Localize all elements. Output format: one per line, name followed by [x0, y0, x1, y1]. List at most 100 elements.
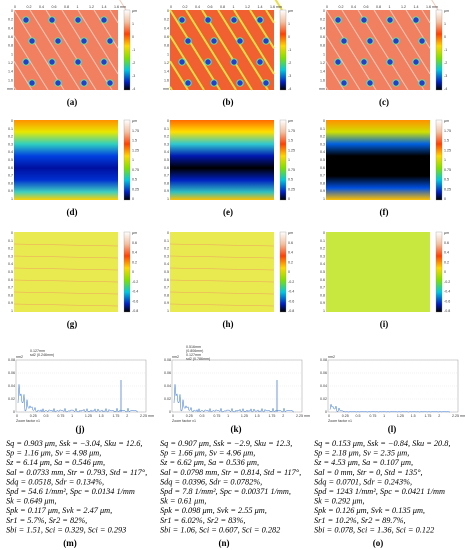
y-tick: 0.8	[164, 181, 169, 185]
dimple	[392, 79, 400, 87]
y-tick: 1.6	[8, 78, 13, 82]
surface-map	[326, 10, 430, 90]
colorbar-tick: 1.25	[444, 148, 451, 152]
dimple	[74, 58, 82, 66]
colorbar-tick: 0.4	[444, 251, 449, 255]
panel-label: (j)	[76, 424, 85, 434]
dimple	[22, 58, 30, 66]
x-tick: 0.8	[64, 5, 69, 9]
parameter-line: Sk = 0.292 μm,	[314, 497, 365, 506]
x-tick: 0	[328, 414, 330, 418]
x-tick: 0.4	[39, 5, 44, 9]
y-tick: 0.08	[8, 358, 15, 362]
colorbar-tick: 0	[288, 35, 290, 39]
colorbar-tick: 1	[132, 22, 134, 26]
scratch	[217, 9, 269, 91]
form-map	[14, 120, 118, 200]
dimple	[28, 37, 36, 45]
dimple	[22, 16, 30, 24]
colorbar	[123, 119, 131, 201]
scratch	[405, 9, 431, 49]
y-tick: 0.4	[320, 26, 325, 30]
dimple	[28, 79, 36, 87]
panel-label: (i)	[380, 319, 389, 329]
x-tick: 0.6	[52, 5, 57, 9]
panel-label: (f)	[380, 207, 389, 217]
y-tick: 0.8	[8, 181, 13, 185]
colorbar-tick: 0.75	[444, 168, 451, 172]
x-tick: 0.75	[369, 414, 376, 418]
parameter-line: Sq = 0.907 μm, Ssk = −2.9, Sku = 12.3,	[160, 439, 292, 448]
scratch	[431, 0, 439, 11]
x-tick: 0	[172, 414, 174, 418]
dimple	[210, 37, 218, 45]
dimple	[256, 16, 264, 24]
dimple	[386, 16, 394, 24]
y-tick: 0.8	[164, 293, 169, 297]
x-tick: 2	[282, 414, 284, 418]
x-tick: 1.5	[411, 414, 416, 418]
y-tick: 0	[323, 119, 325, 123]
x-tick: 1.4	[414, 5, 419, 9]
parameter-line: Spd = 54.6 1/mm², Spc = 0.0134 1/mm	[6, 487, 135, 496]
scratch	[13, 243, 119, 247]
scratch	[169, 9, 221, 91]
x-tick: 0.2	[339, 5, 344, 9]
dimple	[366, 79, 374, 87]
colorbar-tick: 1.75	[444, 129, 451, 133]
y-tick: 0.6	[164, 35, 169, 39]
colorbar-tick: 0.5	[288, 178, 293, 182]
dimple	[54, 37, 62, 45]
colorbar-tick: 0.6	[444, 241, 449, 245]
annotation: 0.127mm	[30, 349, 45, 353]
y-tick: 0.9	[164, 301, 169, 305]
y-tick: 0.2	[320, 135, 325, 139]
y-tick: 0.8	[320, 44, 325, 48]
y-tick: 0.7	[8, 174, 13, 178]
colorbar-tick: -4	[288, 87, 291, 91]
y-tick: 0.8	[320, 181, 325, 185]
y-tick: 1	[323, 309, 325, 313]
y-tick: 0.6	[164, 166, 169, 170]
parameter-line: Sq = 0.153 μm, Ssk = −0.84, Sku = 20.8,	[314, 439, 451, 448]
dimple	[236, 79, 244, 87]
scratch	[13, 35, 49, 91]
y-tick: 0.9	[320, 189, 325, 193]
y-tick: mm	[163, 87, 169, 91]
scratch	[29, 9, 81, 91]
colorbar-tick: -2	[444, 61, 447, 65]
y-tick: 0.2	[8, 18, 13, 22]
dimple	[418, 79, 426, 87]
scratch	[13, 86, 17, 91]
colorbar-tick: -0.2	[288, 280, 294, 284]
colorbar-tick: -0.8	[288, 309, 294, 313]
y-tick: 0.7	[320, 286, 325, 290]
colorbar-tick: -2	[288, 61, 291, 65]
colorbar-tick: -0.2	[132, 280, 138, 284]
colorbar-tick: 0	[132, 197, 134, 201]
y-tick: 0	[11, 9, 13, 13]
dimple	[340, 37, 348, 45]
y-tick: 0.4	[164, 262, 169, 266]
y-tick: 0.9	[8, 189, 13, 193]
x-tick: 0.6	[208, 5, 213, 9]
scratch	[373, 9, 425, 91]
y-tick: mm	[7, 87, 13, 91]
y-tick: 0.6	[8, 166, 13, 170]
dimple	[100, 16, 108, 24]
scratch	[233, 9, 275, 75]
roughness-map	[14, 232, 118, 312]
dimple	[178, 16, 186, 24]
panel-label: (h)	[223, 319, 234, 329]
dimple	[340, 79, 348, 87]
y-tick: 0.5	[164, 158, 169, 162]
colorbar-tick: -1	[288, 48, 291, 52]
y-tick: 0.3	[164, 254, 169, 258]
x-tick: 0.25	[30, 414, 37, 418]
dimple	[100, 58, 108, 66]
y-tick: 0.6	[320, 35, 325, 39]
x-tick: 0.5	[200, 414, 205, 418]
colorbar-tick: 1.75	[132, 129, 139, 133]
colorbar-tick: 1.5	[444, 139, 449, 143]
dimple	[106, 79, 114, 87]
